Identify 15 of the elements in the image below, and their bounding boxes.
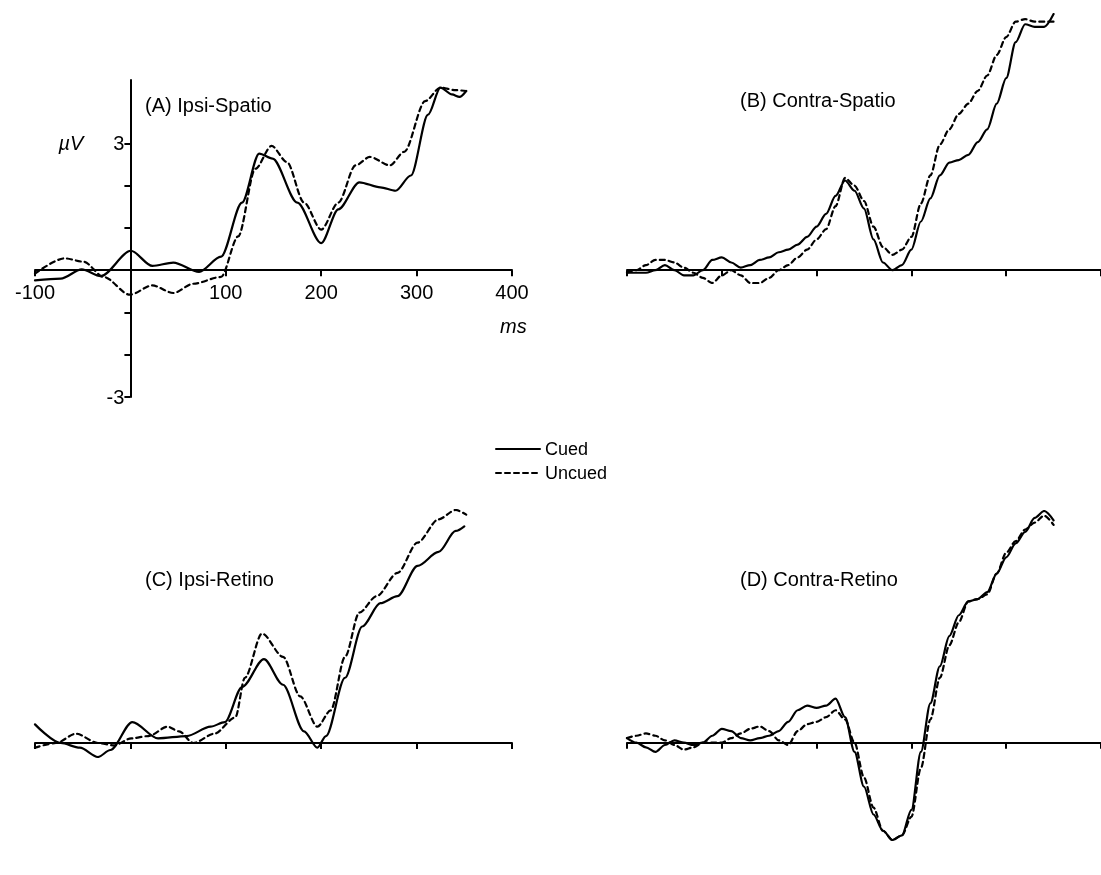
y-tick-label: -3	[106, 386, 125, 408]
legend-label: Uncued	[545, 463, 608, 483]
x-tick-label: 400	[495, 281, 529, 304]
text: (D) Contra-Retino	[740, 568, 898, 590]
text: (C) Ipsi-Retino	[145, 568, 274, 590]
text: (B) Contra-Spatio	[740, 89, 896, 111]
x-tick-label: 100	[209, 281, 243, 304]
x-tick-label: -100	[14, 281, 56, 304]
x-tick-label: 300	[399, 281, 434, 304]
y-tick-label: 3	[113, 132, 125, 155]
text: (A) Ipsi-Spatio	[145, 94, 272, 116]
x-tick-label: 200	[304, 281, 338, 304]
y-axis-title: µV	[57, 132, 85, 155]
legend-label: Cued	[545, 439, 589, 459]
x-axis-title: ms	[500, 315, 527, 338]
